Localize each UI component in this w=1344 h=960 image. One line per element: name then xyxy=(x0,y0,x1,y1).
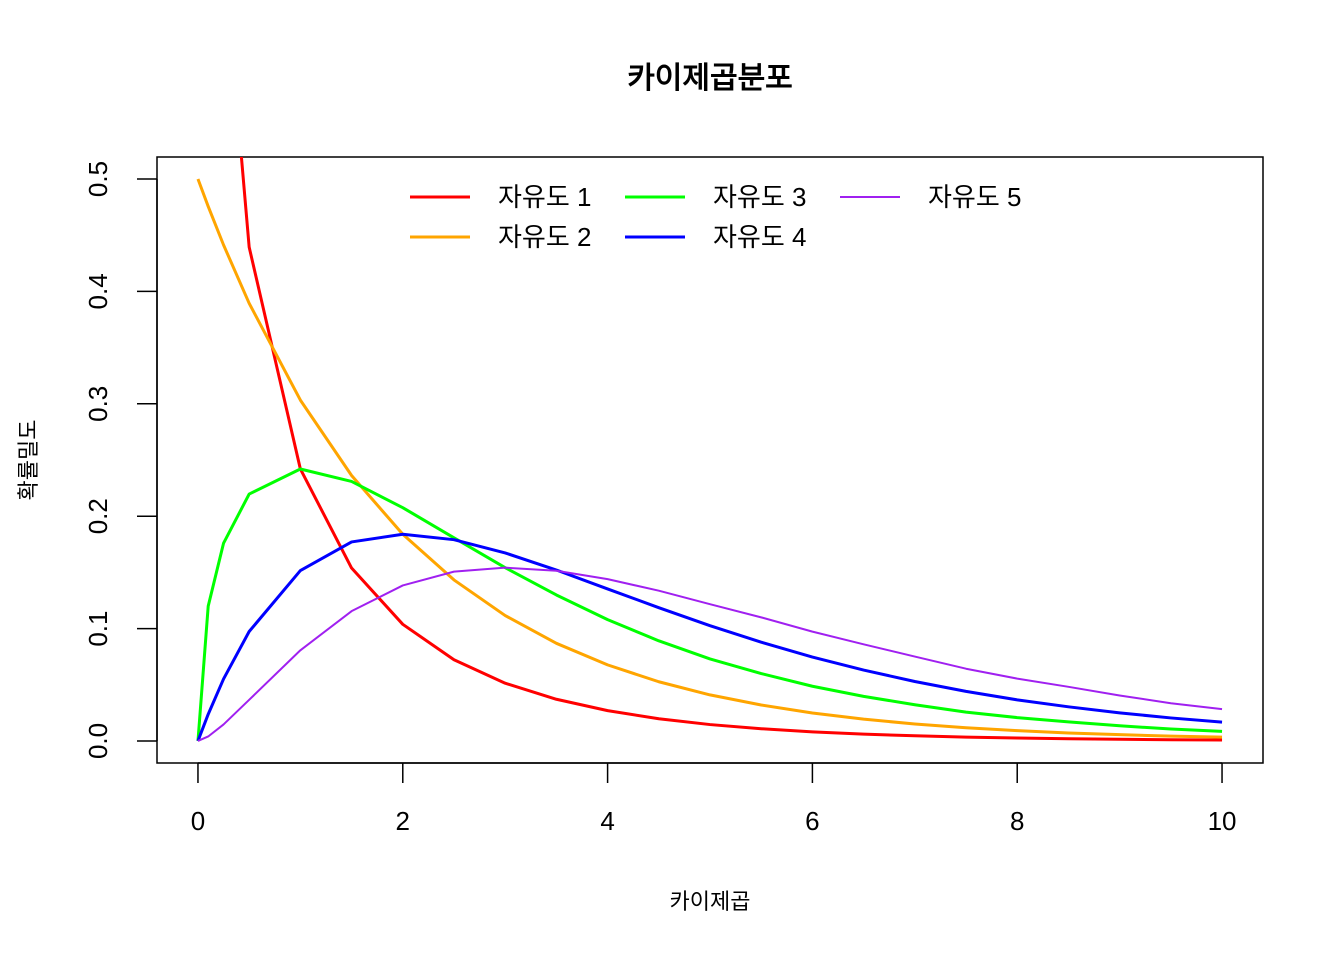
legend-label: 자유도 3 xyxy=(713,182,806,212)
series-line xyxy=(196,532,1223,742)
y-tick-label: 0.3 xyxy=(83,386,113,422)
series-line xyxy=(239,157,1223,742)
x-tick-label: 4 xyxy=(600,806,614,836)
x-tick-label: 2 xyxy=(396,806,410,836)
y-tick-label: 0.1 xyxy=(83,611,113,647)
legend-label: 자유도 5 xyxy=(928,182,1021,212)
series-line xyxy=(197,566,1223,742)
x-tick-label: 8 xyxy=(1010,806,1024,836)
legend-label: 자유도 1 xyxy=(498,182,591,212)
y-tick-label: 0.0 xyxy=(83,723,113,759)
y-tick-label: 0.4 xyxy=(83,273,113,309)
series-line xyxy=(196,178,1223,739)
x-tick-label: 0 xyxy=(191,806,205,836)
y-tick-label: 0.5 xyxy=(83,161,113,197)
x-tick-label: 6 xyxy=(805,806,819,836)
y-tick-label: 0.2 xyxy=(83,498,113,534)
x-axis-title: 카이제곱 xyxy=(670,889,751,914)
legend-label: 자유도 2 xyxy=(498,222,591,252)
y-axis-title: 확률밀도 xyxy=(16,420,41,501)
plot-area xyxy=(196,157,1223,742)
legend-label: 자유도 4 xyxy=(713,222,806,252)
chart-title: 카이제곱분포 xyxy=(627,62,793,95)
x-tick-label: 10 xyxy=(1208,806,1237,836)
series-line xyxy=(196,467,1223,742)
